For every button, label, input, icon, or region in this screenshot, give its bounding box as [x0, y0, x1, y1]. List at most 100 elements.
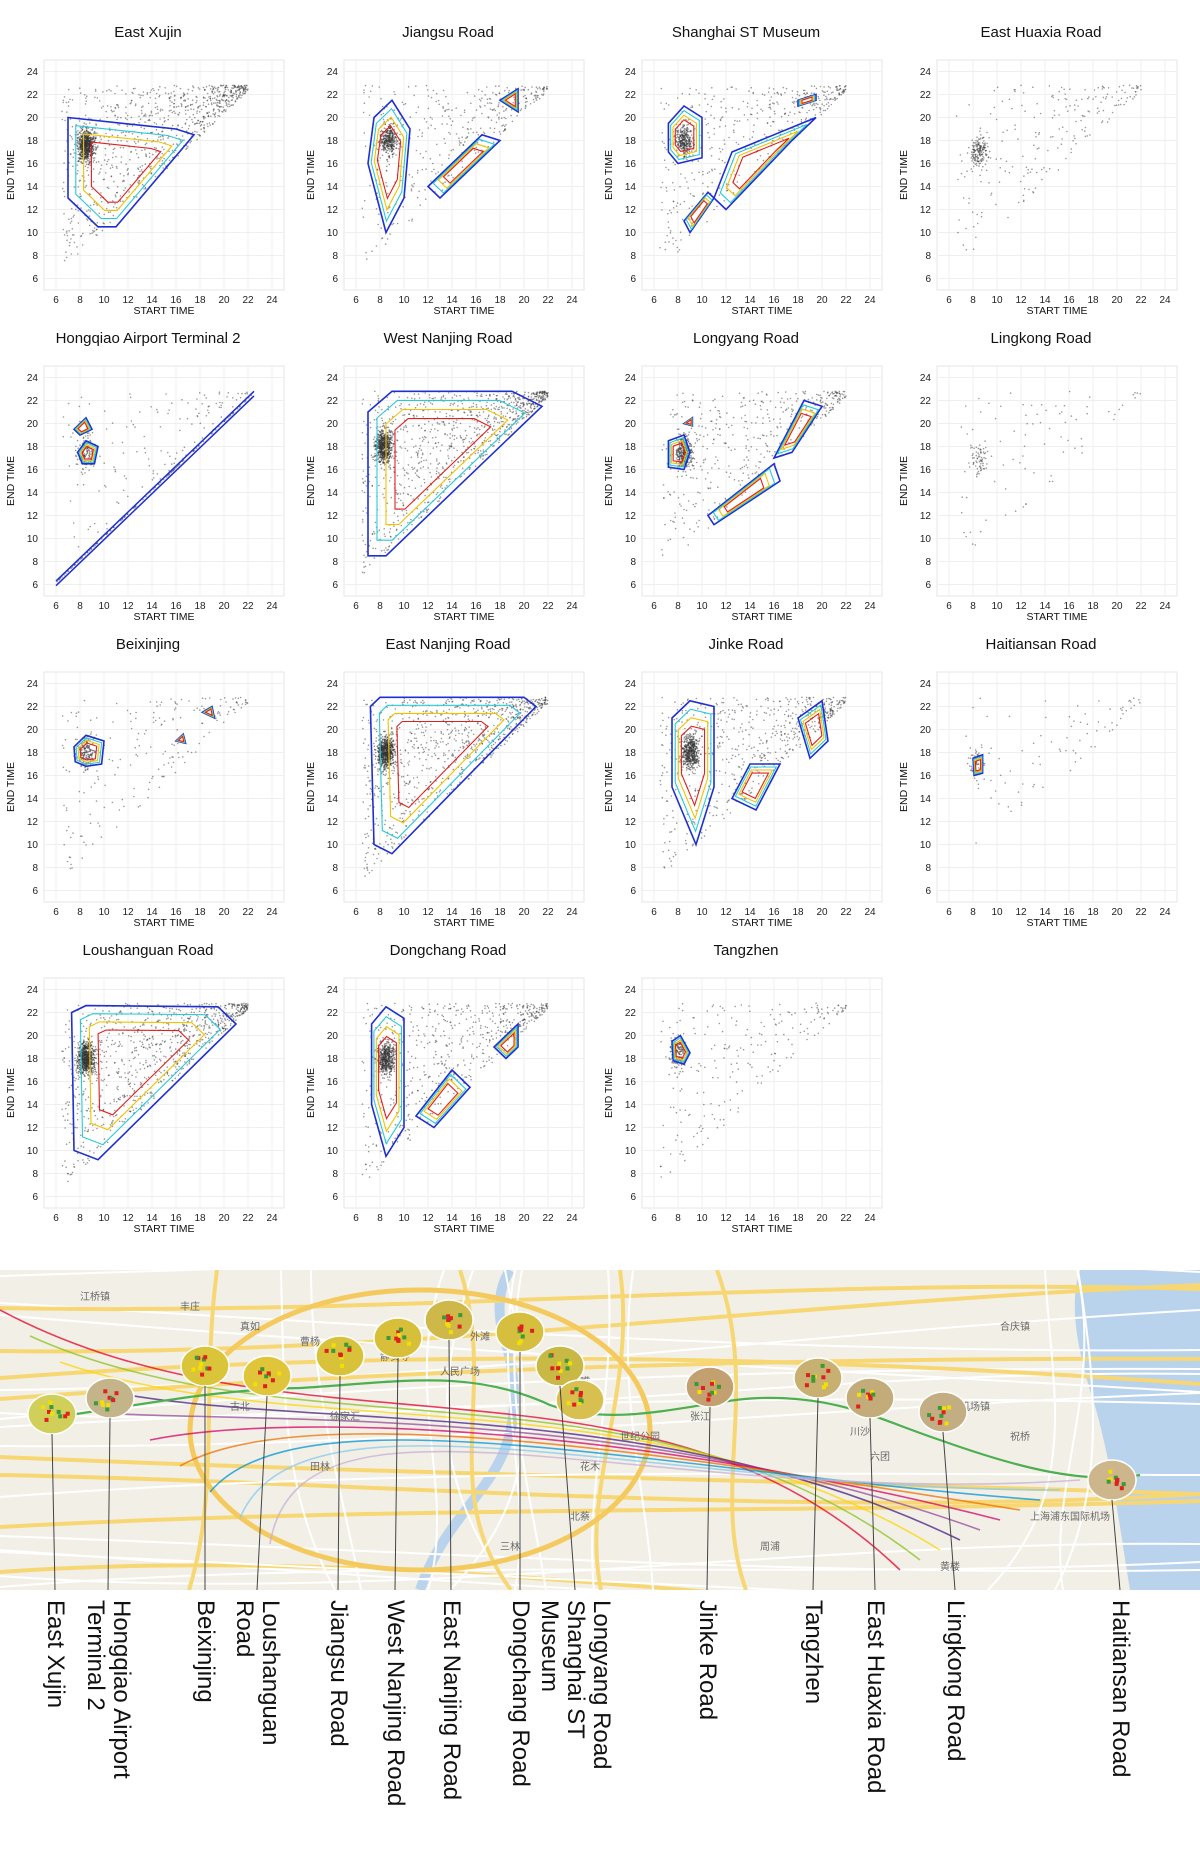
- scatter-point: [92, 157, 95, 159]
- scatter-point: [93, 203, 95, 206]
- x-tick-label: 22: [242, 601, 254, 612]
- scatter-point: [769, 116, 771, 118]
- scatter-point: [148, 115, 151, 117]
- scatter-point: [527, 409, 529, 411]
- scatter-point: [682, 124, 684, 126]
- x-tick-label: 6: [353, 295, 359, 306]
- scatter-point: [387, 152, 389, 155]
- scatter-point: [125, 477, 127, 480]
- scatter-point: [73, 241, 76, 244]
- scatter-point: [173, 462, 175, 464]
- scatter-point: [489, 108, 492, 110]
- scatter-point: [72, 432, 74, 434]
- scatter-point: [185, 118, 188, 121]
- scatter-point: [789, 111, 791, 113]
- scatter-point: [538, 86, 541, 89]
- scatter-point: [397, 515, 399, 518]
- scatter-point: [524, 105, 527, 108]
- scatter-point: [84, 472, 86, 474]
- scatter-point: [1081, 129, 1083, 131]
- scatter-point: [417, 106, 420, 108]
- scatter-point: [84, 161, 87, 163]
- scatter-point: [426, 89, 429, 91]
- scatter-point: [96, 222, 99, 224]
- scatter-point: [155, 147, 157, 149]
- scatter-point: [111, 134, 114, 136]
- scatter-point: [1075, 142, 1077, 145]
- scatter-point: [150, 131, 152, 134]
- contour-inner: [83, 133, 173, 211]
- scatter-point: [820, 113, 822, 116]
- scatter-point: [79, 152, 81, 155]
- scatter-point: [86, 159, 89, 162]
- scatter-point: [106, 160, 109, 163]
- scatter-point: [510, 427, 513, 430]
- y-tick-label: 12: [625, 205, 637, 216]
- scatter-point: [451, 459, 453, 462]
- scatter-point: [422, 156, 424, 159]
- scatter-point: [72, 156, 75, 159]
- scatter-point: [672, 181, 674, 184]
- y-tick-label: 10: [920, 228, 932, 239]
- scatter-point: [89, 143, 91, 145]
- scatter-point: [487, 397, 490, 400]
- scatter-point: [979, 162, 981, 165]
- scatter-point: [474, 152, 477, 154]
- scatter-point: [1019, 180, 1022, 183]
- scatter-point: [733, 123, 735, 126]
- scatter-point: [408, 219, 410, 222]
- scatter-point: [231, 94, 234, 97]
- scatter-point: [684, 144, 686, 147]
- scatter-point: [536, 394, 539, 396]
- scatter-point: [105, 163, 108, 166]
- scatter-point: [102, 105, 104, 108]
- y-tick-label: 18: [625, 136, 637, 147]
- scatter-point: [387, 143, 389, 145]
- scatter-point: [1101, 88, 1104, 90]
- scatter-point: [100, 107, 103, 109]
- scatter-point: [955, 115, 958, 117]
- scatter-point: [87, 137, 90, 140]
- scatter-point: [487, 415, 490, 418]
- scatter-point: [202, 86, 205, 89]
- scatter-point: [1065, 157, 1067, 160]
- scatter-point: [736, 181, 739, 183]
- scatter-point: [197, 119, 199, 122]
- scatter-point: [400, 146, 403, 148]
- scatter-point: [801, 107, 804, 109]
- scatter-point: [219, 100, 221, 103]
- scatter-point: [505, 107, 508, 110]
- scatter-point: [437, 429, 439, 432]
- scatter-point: [437, 171, 440, 173]
- scatter-point: [216, 95, 218, 97]
- scatter-point: [437, 423, 439, 425]
- scatter-point: [126, 114, 129, 117]
- scatter-point: [522, 95, 525, 98]
- scatter-point: [476, 433, 479, 436]
- scatter-point: [84, 186, 86, 189]
- scatter-point: [85, 149, 87, 151]
- scatter-point: [385, 143, 388, 145]
- scatter-point: [395, 147, 398, 150]
- scatter-point: [231, 99, 234, 101]
- scatter-point: [760, 108, 762, 111]
- scatter-point: [771, 139, 774, 142]
- scatter-point: [89, 164, 91, 166]
- scatter-point: [169, 105, 171, 107]
- scatter-point: [197, 106, 199, 108]
- scatter-point: [114, 469, 116, 471]
- scatter-point: [825, 95, 827, 98]
- scatter-point: [539, 88, 541, 90]
- scatter-point: [479, 105, 481, 107]
- scatter-point: [94, 146, 97, 148]
- scatter-point: [63, 162, 65, 164]
- scatter-point: [721, 116, 724, 118]
- y-axis-label: END TIME: [305, 150, 317, 200]
- scatter-point: [667, 213, 669, 215]
- scatter-point: [774, 113, 776, 115]
- scatter-point: [1033, 116, 1036, 119]
- scatter-point: [504, 429, 506, 431]
- scatter-point: [68, 244, 71, 247]
- scatter-point: [431, 403, 434, 405]
- scatter-point: [1022, 155, 1024, 158]
